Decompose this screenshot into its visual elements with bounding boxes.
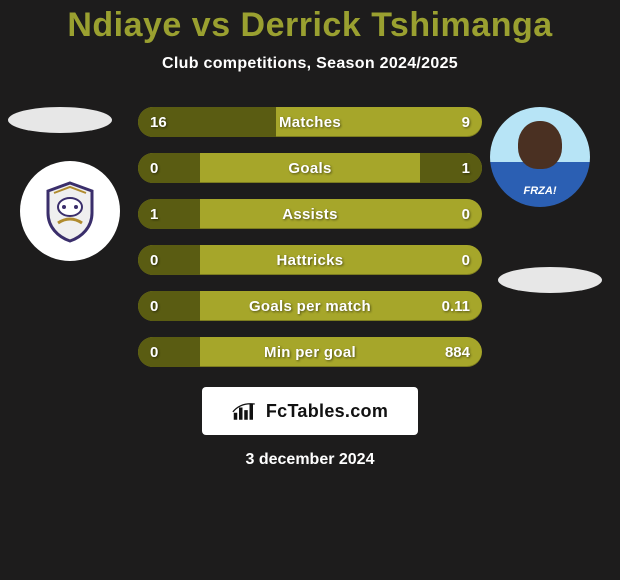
brand-text: FcTables.com xyxy=(266,401,388,422)
player-head-shape xyxy=(518,121,562,169)
stat-value-right: 1 xyxy=(462,153,470,183)
stat-label: Hattricks xyxy=(138,245,482,275)
stat-row: 0Hattricks0 xyxy=(138,245,482,275)
brand-footer[interactable]: FcTables.com xyxy=(202,387,418,435)
stat-value-right: 9 xyxy=(462,107,470,137)
club-badge-left xyxy=(20,161,120,261)
jersey-text: FRZA! xyxy=(490,185,590,197)
stat-row: 0Min per goal884 xyxy=(138,337,482,367)
stat-value-right: 0 xyxy=(462,199,470,229)
stat-label: Assists xyxy=(138,199,482,229)
club-crest-icon xyxy=(38,179,102,243)
player-right-shadow xyxy=(498,267,602,293)
stat-value-right: 0 xyxy=(462,245,470,275)
stat-row: 0Goals1 xyxy=(138,153,482,183)
date-stamp: 3 december 2024 xyxy=(0,451,620,469)
player-avatar-right: FRZA! xyxy=(490,107,590,207)
page-subtitle: Club competitions, Season 2024/2025 xyxy=(0,55,620,73)
stat-row: 16Matches9 xyxy=(138,107,482,137)
player-left-shadow xyxy=(8,107,112,133)
stat-value-right: 0.11 xyxy=(442,291,470,321)
stat-row: 0Goals per match0.11 xyxy=(138,291,482,321)
stat-row: 1Assists0 xyxy=(138,199,482,229)
stat-label: Matches xyxy=(138,107,482,137)
stat-value-right: 884 xyxy=(445,337,470,367)
bar-chart-icon xyxy=(232,400,260,422)
page-title: Ndiaye vs Derrick Tshimanga xyxy=(0,0,620,45)
stat-rows: 16Matches90Goals11Assists00Hattricks00Go… xyxy=(138,107,482,383)
stat-label: Goals per match xyxy=(138,291,482,321)
stat-label: Goals xyxy=(138,153,482,183)
stat-label: Min per goal xyxy=(138,337,482,367)
